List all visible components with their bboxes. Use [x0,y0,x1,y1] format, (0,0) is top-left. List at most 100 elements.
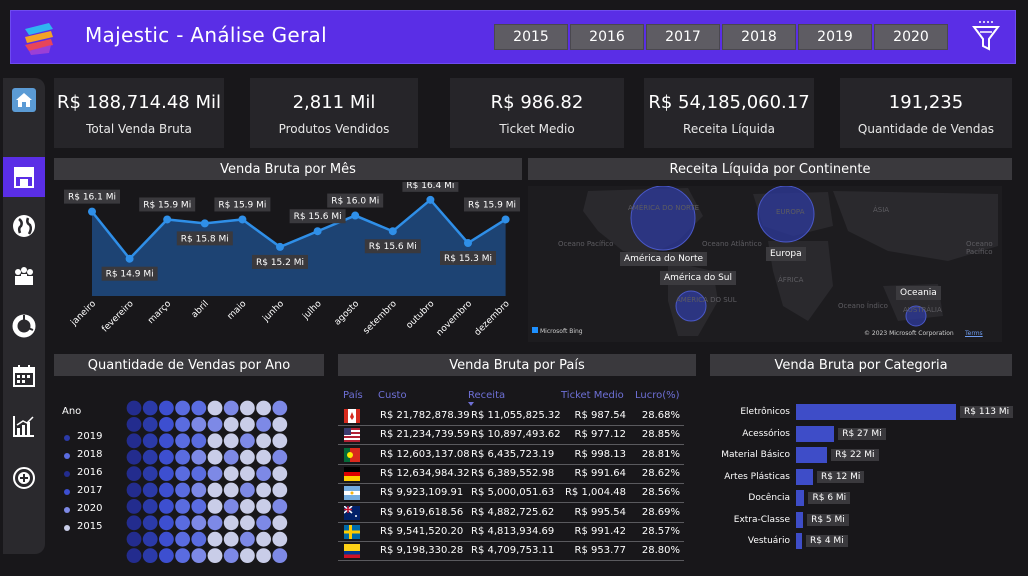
category-bar[interactable] [796,447,828,463]
map-bg-text: Oceano Pacífico [558,240,614,248]
column-header-ticket-medio[interactable]: Ticket Medio [561,390,624,401]
year-filter: 2015 2016 2017 2018 2019 2020 [494,24,948,50]
data-point[interactable] [163,215,172,224]
waffle-dot [159,515,174,531]
kpi-label: Ticket Medio [499,122,575,136]
waffle-dot [175,466,190,481]
sidebar-item-calendar[interactable] [3,356,45,396]
svg-text:R$ 15.6 Mi: R$ 15.6 Mi [369,242,417,252]
category-bar[interactable] [796,425,835,442]
legend-label[interactable]: 2020 [77,503,103,514]
kpi-value: R$ 188,714.48 Mil [57,92,221,113]
svg-text:R$ 15.9 Mi: R$ 15.9 Mi [468,200,516,210]
people-icon [15,267,33,285]
flag-australia-icon [344,505,360,520]
table-row[interactable]: R$ 9,923,109.91 R$ 5,000,051.63 R$ 1,004.4… [338,484,684,504]
cell-ticket-medio: R$ 991.42 [574,525,626,537]
table-row[interactable]: R$ 9,619,618.56 R$ 4,882,725.62 R$ 995.54 2… [338,504,684,523]
data-point[interactable] [200,219,209,228]
cell-ticket-medio: R$ 987.54 [574,410,626,421]
year-button-2020[interactable]: 2020 [874,24,948,50]
flag-sweden-icon [344,524,360,539]
sidebar-item-add[interactable] [3,458,45,498]
data-point[interactable] [313,227,322,236]
legend-label[interactable]: 2015 [77,521,103,532]
waffle-dot [240,531,255,547]
year-button-2018[interactable]: 2018 [722,24,796,50]
category-bar[interactable] [796,468,813,485]
data-point[interactable] [125,254,134,263]
sidebar-item-globe[interactable] [3,206,45,246]
waffle-dot [191,499,207,514]
category-bar[interactable] [796,404,956,420]
waffle-dot [240,499,255,514]
column-header-pais[interactable]: País [343,390,363,401]
table-row[interactable]: R$ 21,234,739.59 R$ 10,897,493.62 R$ 977.1… [338,426,684,446]
waffle-dot [207,417,223,432]
cell-lucro: 28.68% [641,410,680,421]
map-terms-link[interactable]: Terms [965,330,983,337]
data-point[interactable] [388,227,397,236]
filter-icon[interactable] [971,19,1001,55]
data-point[interactable] [501,215,510,224]
waffle-dot [175,449,190,465]
waffle-dot [126,515,142,531]
legend-label[interactable]: 2019 [77,431,103,442]
waffle-dot [256,548,271,563]
column-header-receita[interactable]: Receita [468,390,506,401]
continent-map[interactable]: AMÉRICA DO NORTE Oceano Pacífico Oceano … [528,186,1002,342]
legend-label[interactable]: 2017 [77,485,103,496]
table-row[interactable]: R$ 21,782,878.39 R$ 11,055,825.32 R$ 987.5… [338,407,684,426]
legend-label[interactable]: 2018 [77,449,103,460]
cell-lucro: 28.62% [641,467,680,479]
cell-custo: R$ 9,619,618.56 [380,506,464,518]
year-button-2015[interactable]: 2015 [494,24,568,50]
table-row[interactable]: R$ 9,198,330.28 R$ 4,709,753.11 R$ 953.77 2… [338,542,684,562]
waffle-dot [272,449,288,465]
waffle-dot [207,449,223,465]
waffle-dot [191,433,207,449]
svg-text:R$ 16.0 Mi: R$ 16.0 Mi [331,197,379,207]
sidebar-item-people[interactable] [3,256,45,296]
waffle-dot [207,433,223,449]
x-tick-label: outubro [405,299,437,331]
waffle-dot [191,531,207,547]
waffle-dot [240,548,255,563]
data-point[interactable] [351,211,360,220]
waffle-dot [191,515,207,531]
waffle-dot [207,466,223,481]
data-point[interactable] [276,242,284,251]
data-point[interactable] [238,215,247,224]
column-header-lucro[interactable]: Lucro(%) [635,390,680,401]
table-row[interactable]: R$ 9,541,520.20 R$ 4,813,934.69 R$ 991.42 2… [338,523,684,542]
year-button-2017[interactable]: 2017 [646,24,720,50]
column-header-custo[interactable]: Custo [378,390,407,401]
kpi-produtos-vendidos: 2,811 Mil Produtos Vendidos [250,78,418,148]
category-bar[interactable] [796,490,805,506]
category-value-label: R$ 113 Mi [960,406,1014,418]
cell-receita: R$ 4,709,753.11 [471,545,555,557]
data-point[interactable] [426,195,435,204]
sidebar-item-bar-chart[interactable] [3,406,45,446]
waffle-dot [175,417,190,432]
sidebar-item-store[interactable] [3,157,45,197]
table-row[interactable]: R$ 12,603,137.08 R$ 6,435,723.19 R$ 998.13… [338,446,684,465]
category-bar[interactable] [796,533,802,549]
cell-receita: R$ 6,435,723.19 [471,448,555,460]
cell-receita: R$ 4,813,934.69 [471,525,555,537]
cell-receita: R$ 4,882,725.62 [471,506,555,518]
year-waffle-chart [126,400,288,563]
data-point[interactable] [464,239,472,247]
data-point[interactable] [88,207,96,216]
table-row[interactable]: R$ 12,634,984.32 R$ 6,389,552.98 R$ 991.64… [338,465,684,484]
year-button-2019[interactable]: 2019 [798,24,872,50]
sidebar-item-donut[interactable] [3,306,45,346]
sidebar-item-home[interactable] [3,80,45,120]
panel-title-country: Venda Bruta por País [338,354,696,376]
svg-text:R$ 15.6 Mi: R$ 15.6 Mi [294,212,342,222]
legend-dot [64,489,70,495]
legend-label[interactable]: 2016 [77,467,103,478]
category-bar[interactable] [796,511,804,528]
year-button-2016[interactable]: 2016 [570,24,644,50]
waffle-dot [240,466,255,481]
